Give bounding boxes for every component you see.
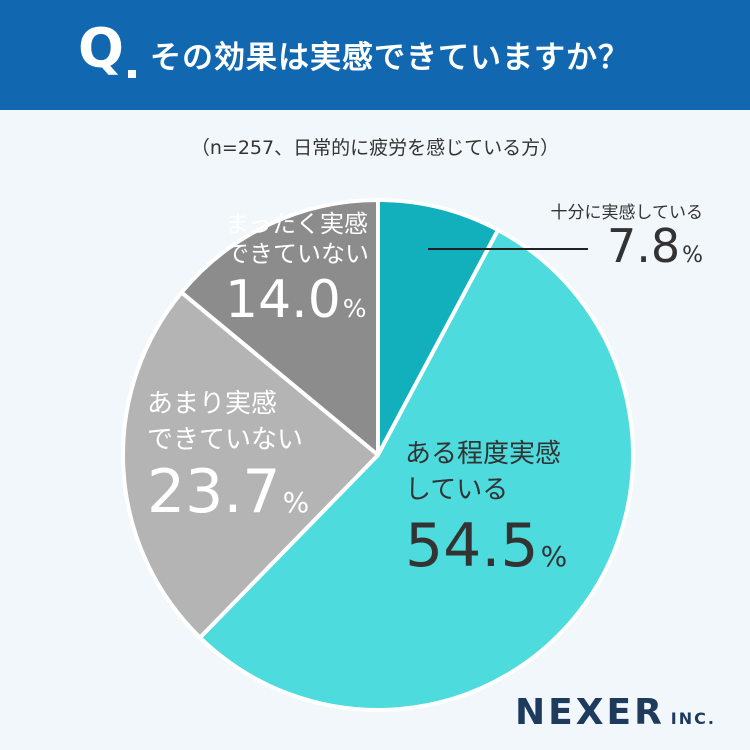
logo-main: NEXER bbox=[515, 692, 665, 733]
slice-somewhat bbox=[197, 228, 635, 712]
label-not-at-all: まったく実感できていない bbox=[225, 210, 369, 268]
value-fully: 7.8% bbox=[607, 219, 703, 273]
slice-not-much bbox=[121, 290, 380, 640]
question-title: その効果は実感できていますか？ bbox=[150, 40, 630, 76]
logo-sub: INC. bbox=[670, 709, 716, 728]
q-dot bbox=[128, 70, 136, 78]
label-fully: 十分に実感している bbox=[551, 203, 704, 223]
value-not-much: 23.7% bbox=[147, 457, 309, 527]
nexer-logo: NEXER INC. bbox=[515, 692, 716, 733]
chart-subtitle: （n=257、日常的に疲労を感じている方） bbox=[190, 137, 560, 159]
label-somewhat: ある程度実感している bbox=[405, 439, 561, 505]
q-mark: Q bbox=[78, 17, 124, 80]
slice-fully bbox=[376, 198, 501, 457]
header-bar: Q その効果は実感できていますか？ bbox=[0, 0, 750, 110]
value-not-at-all: 14.0% bbox=[225, 270, 367, 330]
label-not-much: あまり実感できていない bbox=[147, 389, 303, 455]
value-somewhat: 54.5% bbox=[405, 511, 567, 581]
slice-not-at-all bbox=[179, 198, 380, 457]
